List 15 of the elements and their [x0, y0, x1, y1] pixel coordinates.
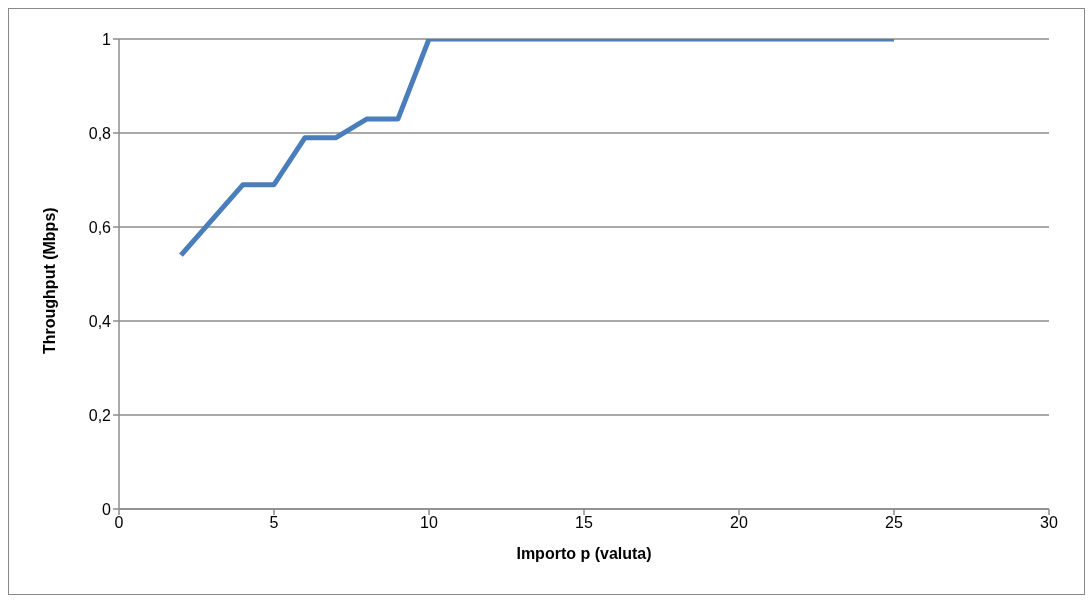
x-tick-label: 30: [1040, 514, 1058, 532]
y-tick-label: 0,6: [88, 218, 112, 236]
y-axis-title: Throughput (Mbps): [40, 207, 58, 354]
x-tick-label: 25: [885, 514, 903, 532]
x-tick-label: 5: [269, 514, 279, 532]
y-tick-label: 0: [102, 500, 112, 518]
y-tick-label: 0,8: [88, 124, 112, 142]
x-tick-label: 10: [420, 514, 438, 532]
x-tick-label: 15: [575, 514, 593, 532]
x-axis-title: Importo p (valuta): [516, 545, 652, 562]
x-tick-label: 20: [730, 514, 748, 532]
y-tick-label: 0,4: [88, 312, 112, 330]
y-tick-label: 1: [102, 30, 112, 48]
y-tick-label: 0,2: [88, 406, 112, 424]
x-tick-label: 0: [114, 514, 124, 532]
